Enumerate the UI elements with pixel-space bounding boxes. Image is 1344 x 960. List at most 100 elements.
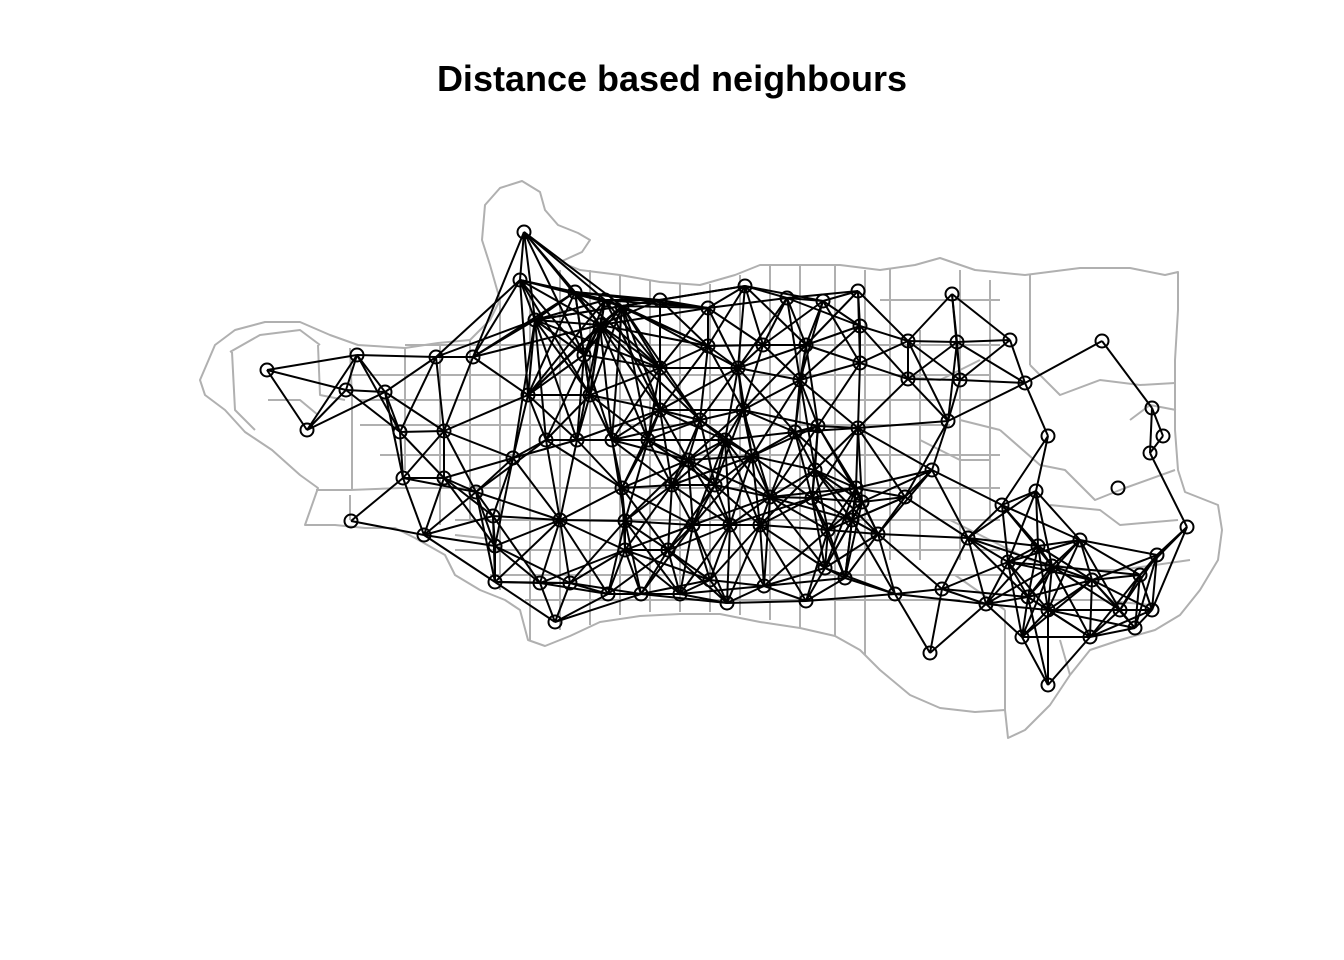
neighbour-edge	[786, 297, 801, 381]
neighbour-edge	[576, 409, 661, 441]
neighbour-edge	[699, 345, 709, 421]
tract-centroid-node	[680, 452, 696, 468]
tract-centroid-node	[1040, 602, 1056, 618]
neighbour-edge	[621, 487, 669, 551]
tract-centroid-node	[850, 283, 866, 299]
neighbour-edge	[1024, 340, 1103, 384]
neighbour-edge	[877, 533, 896, 595]
neighbour-edge	[737, 367, 801, 381]
tract-centroid-node	[465, 349, 481, 365]
neighbour-edge	[857, 290, 909, 342]
neighbour-edge	[714, 455, 753, 486]
neighbour-edge	[423, 477, 445, 536]
neighbour-edge	[624, 520, 694, 526]
neighbour-edge	[707, 297, 788, 309]
neighbour-edge	[559, 519, 626, 551]
neighbour-edge	[811, 487, 857, 499]
tract-centroid-node	[852, 355, 868, 371]
neighbour-edge	[967, 537, 987, 605]
tract-centroid-node	[487, 538, 503, 554]
neighbour-edge	[443, 477, 494, 517]
neighbour-edge	[1035, 490, 1081, 541]
tract-centroid-node	[672, 586, 688, 602]
tract-centroid-node	[660, 542, 676, 558]
tract-centroid-node	[552, 512, 568, 528]
neighbour-edge	[589, 305, 623, 396]
neighbour-edge	[621, 459, 689, 489]
tract-centroid-node	[604, 432, 620, 448]
tract-centroid-node	[520, 387, 536, 403]
tract-centroid-node	[756, 578, 772, 594]
neighbour-edge	[534, 319, 578, 441]
neighbour-edge	[929, 588, 943, 654]
neighbour-edge	[659, 409, 673, 486]
tract-centroid-node	[752, 517, 768, 533]
neighbour-edge	[759, 524, 765, 587]
neighbour-edge	[726, 600, 807, 604]
tract-centroid-node	[700, 300, 716, 316]
tract-centroid-node	[810, 418, 826, 434]
neighbour-edge	[827, 487, 857, 531]
tract-centroid-node	[377, 384, 393, 400]
neighbour-edge	[647, 439, 673, 486]
neighbour-edge	[1047, 579, 1093, 611]
neighbour-edge	[306, 354, 358, 431]
neighbour-edge	[534, 319, 601, 326]
neighbour-edge	[475, 491, 494, 517]
neighbour-edge	[1149, 435, 1164, 454]
tract-centroid-node	[428, 349, 444, 365]
neighbour-edge	[799, 379, 859, 429]
neighbour-edge	[306, 391, 386, 431]
tract-centroid-node	[1084, 572, 1100, 588]
neighbour-edge	[894, 588, 943, 595]
neighbour-edge	[724, 439, 761, 526]
neighbour-edge	[707, 307, 764, 346]
neighbour-edge	[959, 379, 1026, 384]
tract-centroid-node	[1020, 589, 1036, 605]
neighbour-edge	[534, 319, 585, 356]
neighbour-edge	[559, 487, 623, 521]
neighbour-edge	[599, 324, 613, 441]
neighbour-edge	[384, 356, 437, 393]
neighbour-edge	[607, 549, 626, 595]
neighbour-edge	[475, 491, 561, 521]
tract-centroid-node	[633, 586, 649, 602]
tract-centroid-node	[1144, 602, 1160, 618]
neighbour-edge	[475, 491, 496, 583]
neighbour-edge	[443, 430, 514, 459]
neighbour-edge	[724, 431, 796, 441]
neighbour-edge	[494, 519, 561, 583]
neighbour-edge	[679, 524, 731, 595]
tract-centroid-node	[755, 337, 771, 353]
tract-centroid-node	[735, 402, 751, 418]
tract-centroid-node	[702, 572, 718, 588]
neighbour-edge	[805, 577, 846, 602]
tract-centroid-node	[259, 362, 275, 378]
neighbour-edge	[709, 579, 728, 604]
neighbour-edge	[763, 529, 829, 587]
neighbour-edge	[1089, 627, 1136, 638]
neighbour-edge	[607, 549, 669, 595]
tract-centroid-node	[299, 422, 315, 438]
neighbour-edge	[599, 324, 649, 441]
neighbour-edge	[1047, 609, 1091, 638]
neighbour-edge	[527, 394, 547, 441]
tract-centroid-node	[1179, 519, 1195, 535]
tract-centroid-node	[787, 424, 803, 440]
neighbour-edge	[786, 297, 807, 346]
tract-centroid-node	[395, 470, 411, 486]
neighbour-edge	[569, 549, 626, 584]
tract-centroid-node	[532, 575, 548, 591]
tract-centroid-node	[547, 614, 563, 630]
neighbour-edge	[709, 579, 765, 587]
neighbour-edge	[306, 389, 347, 431]
neighbour-edge	[699, 367, 739, 421]
neighbour-edge	[763, 496, 771, 587]
neighbour-edge	[857, 427, 933, 471]
neighbour-edge	[859, 325, 909, 342]
neighbour-edge	[929, 603, 987, 654]
neighbour-edge	[1151, 554, 1158, 611]
neighbour-edge	[794, 427, 859, 433]
neighbour-edge	[857, 420, 949, 429]
neighbour-edge	[435, 319, 536, 358]
